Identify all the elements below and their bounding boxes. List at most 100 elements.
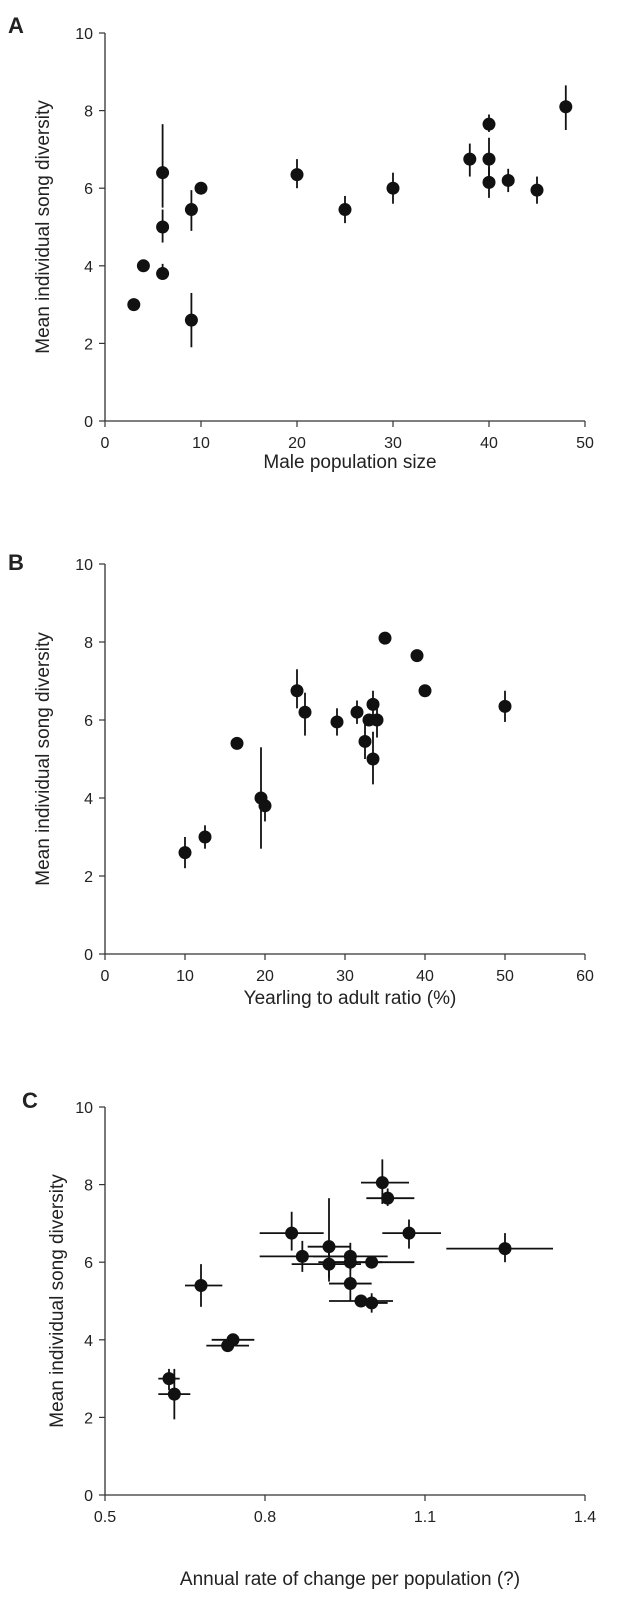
panel-c-data-point bbox=[498, 1242, 512, 1256]
panel-b-data-point bbox=[378, 631, 392, 645]
panel-b-data-point bbox=[178, 846, 192, 860]
panel-c-data-point bbox=[162, 1372, 176, 1386]
panel-b-data-point bbox=[418, 684, 432, 698]
panel-c-data-point bbox=[167, 1387, 181, 1401]
panel-b-data-point bbox=[230, 736, 244, 750]
panel-c-y-tick-label: 10 bbox=[75, 1100, 93, 1117]
panel-b-x-tick-label: 0 bbox=[101, 968, 110, 985]
panel-a-x-tick-label: 20 bbox=[288, 435, 306, 452]
panel-a-x-tick-label: 0 bbox=[101, 435, 110, 452]
panel-a-data-point bbox=[463, 152, 477, 166]
panel-a-x-tick-label: 30 bbox=[384, 435, 402, 452]
panel-c-data-point bbox=[375, 1176, 389, 1190]
panel-c-data-point bbox=[343, 1277, 357, 1291]
panel-c-x-axis-title: Annual rate of change per population (?) bbox=[180, 1569, 520, 1590]
panel-c-data-point bbox=[343, 1255, 357, 1269]
panel-a-data-point bbox=[184, 313, 198, 327]
panel-a-data-point bbox=[184, 203, 198, 217]
panel-a-data-point bbox=[482, 152, 496, 166]
panel-b-x-axis-title: Yearling to adult ratio (%) bbox=[244, 988, 457, 1009]
panel-c-y-tick-label: 2 bbox=[84, 1410, 93, 1427]
panel-a-data-point bbox=[136, 259, 150, 273]
panel-c-data-point bbox=[221, 1339, 235, 1353]
panel-a-data-point bbox=[559, 100, 573, 114]
panel-a-y-tick-label: 4 bbox=[84, 259, 93, 276]
panel-a-y-tick-label: 8 bbox=[84, 104, 93, 121]
panel-a-data-point bbox=[194, 181, 208, 195]
panel-a-data-point bbox=[482, 117, 496, 131]
panel-b-letter: B bbox=[8, 550, 24, 575]
panel-c-chart: C 0 2 4 6 8 10 0.5 0.8 1.1 1.4 Annual rate of chan… bbox=[22, 1088, 596, 1590]
panel-b-x-tick-label: 10 bbox=[176, 968, 194, 985]
panel-a-y-axis-title: Mean individual song diversity bbox=[33, 100, 54, 354]
panel-b-y-tick-label: 2 bbox=[84, 869, 93, 886]
panel-a-chart: A 0 2 4 6 8 10 0 10 20 30 40 50 Male population size… bbox=[8, 13, 594, 473]
panel-b-x-tick-label: 50 bbox=[496, 968, 514, 985]
panel-c-y-tick-label: 8 bbox=[84, 1178, 93, 1195]
panel-a-x-tick-label: 40 bbox=[480, 435, 498, 452]
panel-c-y-tick-label: 6 bbox=[84, 1255, 93, 1272]
panel-b-data-point bbox=[258, 799, 272, 813]
panel-c-y-tick-label: 0 bbox=[84, 1488, 93, 1505]
panel-c-data-point bbox=[285, 1226, 299, 1240]
panel-a-data-point bbox=[338, 203, 352, 217]
panel-a-y-tick-label: 10 bbox=[75, 26, 93, 43]
panel-a-x-tick-label: 50 bbox=[576, 435, 594, 452]
panel-a-data-point bbox=[386, 181, 400, 195]
panel-a-data-point bbox=[482, 175, 496, 189]
panel-c-data-point bbox=[322, 1257, 336, 1271]
panel-a-data-point bbox=[156, 220, 170, 234]
panel-b-data-point bbox=[350, 705, 364, 719]
panel-c-data-point bbox=[354, 1294, 368, 1308]
panel-a-data-point bbox=[290, 168, 304, 182]
panel-c-data-point bbox=[365, 1296, 379, 1310]
panel-a-letter: A bbox=[8, 13, 24, 38]
panel-c-x-tick-label: 1.1 bbox=[414, 1509, 436, 1526]
panel-a-x-tick-label: 10 bbox=[192, 435, 210, 452]
panel-b-y-tick-label: 10 bbox=[75, 557, 93, 574]
panel-b-x-tick-label: 30 bbox=[336, 968, 354, 985]
panel-c-data-point bbox=[322, 1240, 336, 1254]
panel-a-data-point bbox=[156, 166, 170, 180]
panel-b-data-point bbox=[330, 715, 344, 729]
panel-b-y-tick-label: 0 bbox=[84, 947, 93, 964]
panel-c-x-tick-label: 0.5 bbox=[94, 1509, 116, 1526]
panel-b-data-point bbox=[290, 684, 304, 698]
panel-c-x-tick-label: 0.8 bbox=[254, 1509, 276, 1526]
panel-b-x-tick-label: 60 bbox=[576, 968, 594, 985]
panel-c-x-tick-label: 1.4 bbox=[574, 1509, 596, 1526]
panel-b-data-point bbox=[298, 705, 312, 719]
panel-a-y-tick-label: 2 bbox=[84, 336, 93, 353]
panel-a-data-point bbox=[127, 298, 141, 312]
panel-b-y-tick-label: 4 bbox=[84, 791, 93, 808]
panel-a-data-point bbox=[501, 173, 515, 187]
panel-b-data-point bbox=[198, 830, 212, 844]
panel-c-data-point bbox=[295, 1249, 309, 1263]
panel-b-data-point bbox=[366, 697, 380, 711]
panel-c-data-point bbox=[365, 1255, 379, 1269]
panel-a-x-axis-title: Male population size bbox=[263, 452, 436, 473]
panel-b-data-point bbox=[366, 752, 380, 766]
panel-c-data-point bbox=[402, 1226, 416, 1240]
panel-c-y-tick-label: 4 bbox=[84, 1333, 93, 1350]
panel-b-data-point bbox=[370, 713, 384, 727]
panel-b-x-tick-label: 40 bbox=[416, 968, 434, 985]
panel-b-data-point bbox=[358, 734, 372, 748]
panel-b-data-point bbox=[498, 699, 512, 713]
panel-b-y-tick-label: 6 bbox=[84, 713, 93, 730]
panel-b-chart: B 0 2 4 6 8 10 0 10 20 30 40 50 60 Yearling to adult … bbox=[8, 550, 594, 1009]
panel-b-y-axis-title: Mean individual song diversity bbox=[33, 632, 54, 886]
panel-c-y-axis-title: Mean individual song diversity bbox=[47, 1174, 68, 1428]
panel-a-data-point bbox=[156, 267, 170, 281]
panel-a-y-tick-label: 6 bbox=[84, 181, 93, 198]
panel-c-data-point bbox=[381, 1191, 395, 1205]
panel-b-x-tick-label: 20 bbox=[256, 968, 274, 985]
panel-b-y-tick-label: 8 bbox=[84, 635, 93, 652]
panel-c-data-point bbox=[194, 1278, 208, 1292]
panel-c-letter: C bbox=[22, 1088, 38, 1113]
panel-a-data-point bbox=[530, 183, 544, 197]
panel-a-y-tick-label: 0 bbox=[84, 414, 93, 431]
panel-b-data-point bbox=[410, 649, 424, 663]
